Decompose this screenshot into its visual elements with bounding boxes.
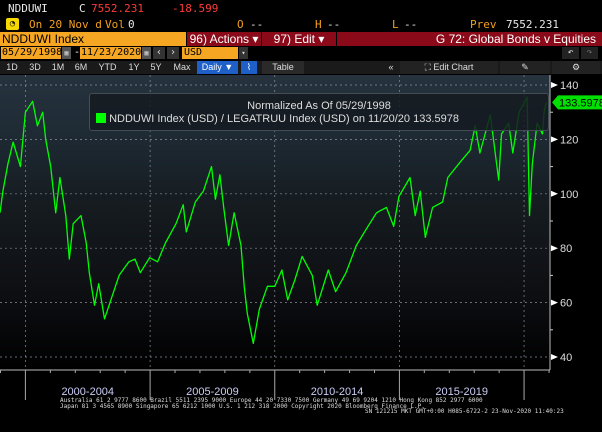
x-tick-label: 2005-2009 xyxy=(186,386,239,398)
close-value: 7552.231 xyxy=(91,2,144,15)
next-arrow-button[interactable]: › xyxy=(167,47,179,59)
calendar-icon[interactable]: ▦ xyxy=(62,47,71,59)
currency-select[interactable]: USD xyxy=(182,47,238,59)
edit-chart-label: Edit Chart xyxy=(433,62,474,72)
period-1y[interactable]: 1Y xyxy=(128,62,140,72)
x-tick-label: 2010-2014 xyxy=(311,386,364,398)
undo-icon[interactable]: ↶ xyxy=(562,47,579,59)
calendar-icon[interactable]: ▦ xyxy=(142,47,151,59)
series-line xyxy=(0,96,547,345)
annotate-icon[interactable]: ✎ xyxy=(500,61,550,74)
period-1m[interactable]: 1M xyxy=(51,62,65,72)
x-tick-label: 2015-2019 xyxy=(435,386,488,398)
vol-label: Vol xyxy=(105,18,125,31)
edit-chart-button[interactable]: ⛶ Edit Chart xyxy=(400,61,498,74)
date-dash: - xyxy=(74,47,81,58)
date-text: On 20 Nov d xyxy=(29,18,102,31)
y-tick-label: 100 xyxy=(560,189,578,201)
period-ytd[interactable]: YTD xyxy=(98,62,117,72)
period-3d[interactable]: 3D xyxy=(29,62,41,72)
open-value: -- xyxy=(250,18,264,31)
period-toolbar: 1D 3D 1M 6M YTD 1Y 5Y Max Daily ▼ ⌇ Tabl… xyxy=(0,61,602,74)
open-label: O xyxy=(237,18,244,31)
gauge-icon[interactable]: ◔ xyxy=(6,18,19,30)
footer-contacts-1: Australia 61 2 9777 8600 Brazil 5511 239… xyxy=(60,397,483,404)
y-tick-marker xyxy=(551,299,558,306)
y-tick-marker xyxy=(551,82,558,88)
y-tick-label: 120 xyxy=(560,134,578,146)
y-tick-label: 80 xyxy=(560,243,572,255)
footer-contacts-2: Japan 81 3 4565 8900 Singapore 65 6212 1… xyxy=(60,403,425,410)
last-value-label: 133.5978 xyxy=(559,97,602,109)
period-max[interactable]: Max xyxy=(173,62,191,72)
table-button[interactable]: Table xyxy=(262,61,304,74)
vol-value: 0 xyxy=(128,18,135,31)
end-date-input[interactable]: 11/23/2020 xyxy=(80,47,142,59)
period-1d[interactable]: 1D xyxy=(6,62,18,72)
period-6m[interactable]: 6M xyxy=(74,62,88,72)
collapse-button[interactable]: « xyxy=(388,62,394,72)
actions-menu[interactable]: 96) Actions ▾ xyxy=(187,32,261,46)
x-tick-label: 2000-2004 xyxy=(61,386,114,398)
y-tick-marker xyxy=(551,190,558,197)
footer-session: SN 121215 MKT GMT+0:00 H085-6722-2 23-No… xyxy=(365,408,564,415)
frequency-dropdown[interactable]: Daily ▼ xyxy=(197,61,238,74)
prev-value: 7552.231 xyxy=(506,18,559,31)
edit-chart-icon: ⛶ xyxy=(424,62,434,72)
chart-title: G 72: Global Bonds v Equities xyxy=(337,32,602,46)
chevron-down-icon[interactable]: ▾ xyxy=(239,47,248,59)
change-value: -18.599 xyxy=(172,2,219,15)
chart-subtitle: Normalized As Of 05/29/1998 xyxy=(247,100,391,112)
y-tick-marker xyxy=(551,245,558,252)
period-5y[interactable]: 5Y xyxy=(150,62,162,72)
y-tick-label: 40 xyxy=(560,352,572,364)
legend: Normalized As Of 05/29/1998 NDDUWI Index… xyxy=(89,93,549,131)
prev-label: Prev xyxy=(470,18,497,31)
legend-label: NDDUWI Index (USD) / LEGATRUU Index (USD… xyxy=(109,113,459,125)
y-tick-label: 140 xyxy=(560,80,578,92)
last-value-tag: 133.5978 xyxy=(552,95,602,110)
edit-menu[interactable]: 97) Edit ▾ xyxy=(262,32,336,46)
start-date-input[interactable]: 05/29/1998 xyxy=(1,47,63,59)
prev-arrow-button[interactable]: ‹ xyxy=(153,47,165,59)
legend-swatch xyxy=(96,113,106,123)
low-label: L xyxy=(392,18,399,31)
low-value: -- xyxy=(404,18,418,31)
line-chart-icon[interactable]: ⌇ xyxy=(241,61,257,74)
redo-icon[interactable]: ↷ xyxy=(581,47,598,59)
security-field[interactable]: NDDUWI Index xyxy=(0,32,186,46)
close-label: C xyxy=(79,2,86,15)
high-label: H xyxy=(315,18,322,31)
gear-icon[interactable]: ⚙ xyxy=(552,61,600,74)
y-tick-marker xyxy=(551,136,558,143)
y-tick-marker xyxy=(551,354,558,360)
y-tick-label: 60 xyxy=(560,298,572,310)
high-value: -- xyxy=(327,18,341,31)
ticker: NDDUWI xyxy=(8,2,48,15)
